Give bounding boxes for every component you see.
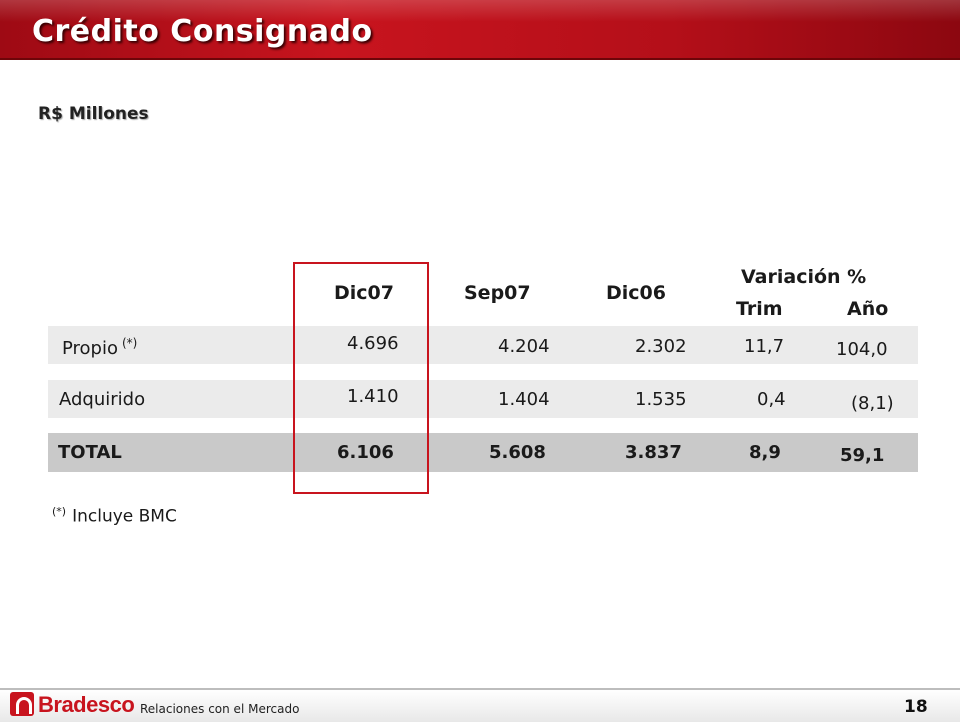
cell-adquirido-anio: (8,1): [851, 393, 894, 414]
table-row-propio: [48, 326, 918, 364]
units-subtitle: R$ Millones: [38, 104, 149, 124]
footer-bar: [0, 688, 960, 722]
column-header-dic06: Dic06: [606, 282, 666, 304]
column-header-trim: Trim: [736, 298, 783, 320]
row-label-adquirido: Adquirido: [59, 389, 146, 410]
cell-adquirido-trim: 0,4: [757, 389, 786, 410]
table-row-adquirido: [48, 380, 918, 418]
cell-propio-dic06: 2.302: [635, 336, 687, 357]
column-header-variacion: Variación %: [741, 266, 867, 288]
dic07-highlight-frame: [293, 262, 429, 494]
footnote-mark: (*): [52, 505, 67, 518]
cell-adquirido-dic07: 1.410: [347, 386, 399, 407]
row-label-total: TOTAL: [58, 442, 122, 463]
cell-adquirido-dic06: 1.535: [635, 389, 687, 410]
cell-total-anio: 59,1: [840, 445, 885, 466]
footnote-text: Incluye BMC: [72, 506, 177, 527]
cell-propio-anio: 104,0: [836, 339, 888, 360]
cell-propio-sep07: 4.204: [498, 336, 550, 357]
cell-total-trim: 8,9: [749, 442, 781, 463]
row-label-propio: Propio (*): [62, 336, 138, 359]
page-number: 18: [904, 697, 928, 717]
page-title: Crédito Consignado: [32, 14, 373, 49]
cell-adquirido-sep07: 1.404: [498, 389, 550, 410]
cell-total-dic06: 3.837: [625, 442, 682, 463]
brand-logo-text: Bradesco: [38, 692, 135, 717]
cell-propio-dic07: 4.696: [347, 333, 399, 354]
column-header-sep07: Sep07: [464, 282, 531, 304]
bradesco-logo-icon: [10, 692, 34, 716]
column-header-dic07: Dic07: [334, 282, 394, 304]
footer-label: Relaciones con el Mercado: [140, 702, 300, 716]
footnote: (*) Incluye BMC: [52, 505, 177, 527]
column-header-anio: Año: [847, 298, 889, 320]
footnote-ref: (*): [122, 336, 138, 350]
cell-propio-trim: 11,7: [744, 336, 785, 357]
cell-total-sep07: 5.608: [489, 442, 546, 463]
title-bar: Crédito Consignado: [0, 0, 960, 60]
table-row-total: [48, 433, 918, 472]
cell-total-dic07: 6.106: [337, 442, 394, 463]
title-bar-sheen: [0, 0, 960, 22]
